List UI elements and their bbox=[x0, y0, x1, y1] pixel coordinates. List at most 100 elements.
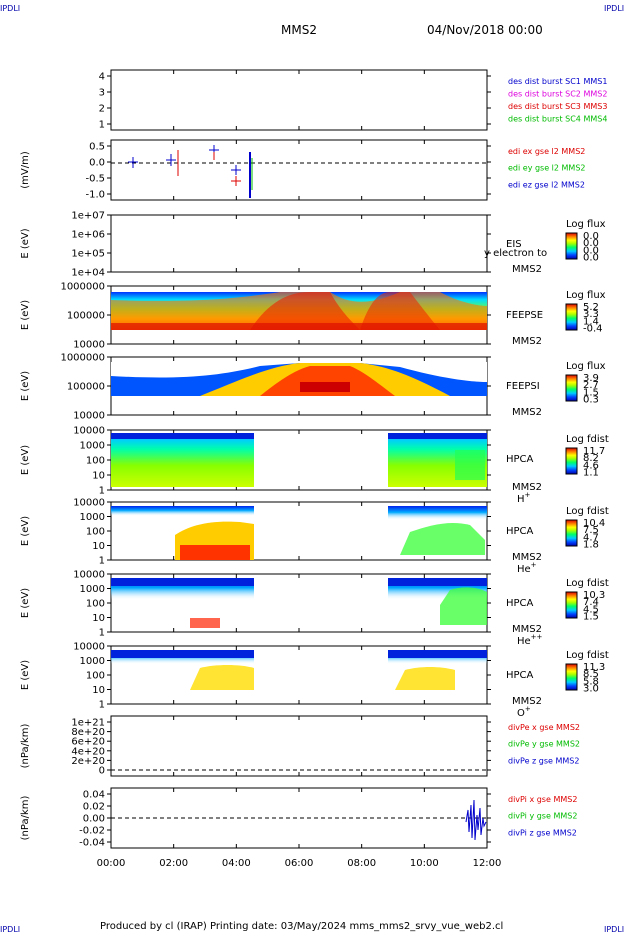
xtick-label: 02:00 bbox=[159, 858, 188, 869]
ytick-label-divpe: 0 bbox=[99, 766, 105, 777]
ytick-label-feepse: 10000 bbox=[73, 340, 105, 351]
colorbar-label-hpca_hepp: 4.5 bbox=[583, 604, 599, 615]
plot-date: 04/Nov/2018 00:00 bbox=[427, 23, 543, 37]
panel-frame-edi bbox=[110, 139, 488, 201]
colorbar-hpca_he bbox=[565, 519, 578, 547]
corner-label-top-left: IPDLI bbox=[0, 4, 20, 13]
colorbar-label-hpca_o: 11.3 bbox=[583, 662, 605, 673]
ytick-label-hpca_o: 100 bbox=[86, 671, 105, 682]
ytick-label-hpca_hepp: 100 bbox=[86, 599, 105, 610]
spacecraft-label-eis: MMS2 bbox=[512, 264, 542, 275]
legend-entry-burst: des dist burst SC1 MMS1 bbox=[508, 77, 607, 86]
divpi-burst bbox=[465, 799, 487, 841]
panel-stack: 4 3 2 1 des dist burst SC1 MMS1 des dist burs… bbox=[20, 69, 609, 869]
ytick-label-burst: 2 bbox=[99, 104, 105, 115]
ytick-label-edi: 0.0 bbox=[89, 158, 105, 169]
ytick-label-feepse: 100000 bbox=[67, 311, 105, 322]
colorbar-label-feepse: 3.3 bbox=[583, 309, 599, 320]
colorbar-label-hpca_h: 1.1 bbox=[583, 468, 599, 479]
colorbar-label-hpca_hepp: 10.3 bbox=[583, 590, 605, 601]
panel-frame-divpe bbox=[110, 715, 488, 777]
colorbar-label-hpca_he: 4.7 bbox=[583, 532, 599, 543]
colorbar-label-feepse: 1.4 bbox=[583, 316, 599, 327]
spacecraft-label-feepse: MMS2 bbox=[512, 336, 542, 347]
ytick-label-edi: -1.0 bbox=[85, 190, 105, 201]
species-label-hpca_h: H+ bbox=[517, 491, 531, 505]
species-label-hpca_hepp: He++ bbox=[517, 633, 543, 647]
colorbar-label-hpca_hepp: 7.4 bbox=[583, 597, 599, 608]
ytick-label-eis: 1e+07 bbox=[71, 211, 105, 222]
colorbar-label-feepse: 5.2 bbox=[583, 302, 599, 313]
hpca-o-spectrogram bbox=[111, 650, 487, 690]
ytick-label-eis: 1e+04 bbox=[71, 268, 105, 279]
ytick-label-edi: -0.5 bbox=[85, 174, 105, 185]
feepsi-spectrogram bbox=[111, 362, 487, 396]
colorbar-label-hpca_h: 4.6 bbox=[583, 460, 599, 471]
colorbar-title-eis: Log flux bbox=[566, 219, 606, 230]
colorbar-label-hpca_o: 8.5 bbox=[583, 669, 599, 680]
ytick-label-hpca_he: 10000 bbox=[73, 498, 105, 509]
ylabel-eis: E (eV) bbox=[20, 228, 31, 258]
ytick-label-hpca_h: 10000 bbox=[73, 426, 105, 437]
spacecraft-label-hpca_o: MMS2 bbox=[512, 696, 542, 707]
ytick-label-divpi: 0.04 bbox=[83, 790, 105, 801]
ytick-label-hpca_he: 100 bbox=[86, 527, 105, 538]
instrument-label-feepsi: FEEPSI bbox=[506, 381, 540, 392]
instrument-label-hpca_hepp: HPCA bbox=[506, 598, 534, 609]
ytick-label-hpca_h: 1 bbox=[99, 486, 105, 497]
xtick-label: 06:00 bbox=[285, 858, 314, 869]
colorbar-label-eis: 0.0 bbox=[583, 238, 599, 249]
hpca-h-spectrogram bbox=[111, 433, 487, 487]
ytick-label-divpi: -0.04 bbox=[79, 838, 105, 849]
ylabel-hpca_o: E (eV) bbox=[20, 660, 31, 690]
panel-frame-burst bbox=[110, 69, 488, 131]
colorbar-label-feepsi: 0.3 bbox=[583, 395, 599, 406]
legend-entry-edi: edi ey gse l2 MMS2 bbox=[508, 164, 586, 173]
colorbar-title-hpca_he: Log fdist bbox=[566, 506, 609, 517]
xtick-label: 00:00 bbox=[97, 858, 126, 869]
legend-entry-divpe: divPe z gse MMS2 bbox=[508, 756, 579, 765]
panel-frame-eis bbox=[110, 214, 488, 273]
colorbar-feepse bbox=[565, 303, 578, 331]
ytick-label-hpca_o: 10 bbox=[92, 685, 105, 696]
ytick-label-feepsi: 10000 bbox=[73, 411, 105, 422]
legend-entry-edi: edi ez gse l2 MMS2 bbox=[508, 180, 585, 189]
spacecraft-label-feepsi: MMS2 bbox=[512, 407, 542, 418]
ytick-label-hpca_he: 1 bbox=[99, 556, 105, 567]
colorbar-title-feepsi: Log flux bbox=[566, 361, 606, 372]
spacecraft-label-hpca_he: MMS2 bbox=[512, 552, 542, 563]
colorbar-label-hpca_h: 8.2 bbox=[583, 453, 599, 464]
legend-entry-edi: edi ex gse l2 MMS2 bbox=[508, 147, 585, 156]
xtick-label: 10:00 bbox=[410, 858, 439, 869]
ytick-label-burst: 3 bbox=[99, 88, 105, 99]
colorbar-label-hpca_o: 5.8 bbox=[583, 676, 599, 687]
ylabel-feepsi: E (eV) bbox=[20, 371, 31, 401]
ytick-label-hpca_hepp: 10 bbox=[92, 613, 105, 624]
ylabel-hpca_h: E (eV) bbox=[20, 445, 31, 475]
colorbar-label-hpca_o: 3.0 bbox=[583, 684, 599, 695]
instrument-label-hpca_h: HPCA bbox=[506, 454, 534, 465]
ytick-label-feepsi: 100000 bbox=[67, 382, 105, 393]
colorbar-label-feepse: -0.4 bbox=[583, 324, 603, 335]
ytick-label-feepsi: 1000000 bbox=[60, 353, 105, 364]
edi-measurements bbox=[128, 145, 253, 198]
legend-entry-divpe: divPe y gse MMS2 bbox=[508, 740, 580, 749]
colorbar-title-feepse: Log flux bbox=[566, 290, 606, 301]
colorbar-eis bbox=[565, 232, 578, 260]
legend-entry-divpi: divPi y gse MMS2 bbox=[508, 812, 577, 821]
instrument-label-hpca_he: HPCA bbox=[506, 526, 534, 537]
colorbar-hpca_o bbox=[565, 663, 578, 691]
colorbar-title-hpca_o: Log fdist bbox=[566, 650, 609, 661]
corner-label-bottom-right: IPDLI bbox=[604, 925, 624, 934]
ytick-label-hpca_he: 10 bbox=[92, 541, 105, 552]
ytick-label-burst: 1 bbox=[99, 120, 105, 131]
ylabel-edi: (mV/m) bbox=[20, 151, 31, 189]
ytick-label-divpe: 1e+21 bbox=[71, 718, 105, 729]
ytick-label-hpca_h: 10 bbox=[92, 471, 105, 482]
overlay-text-eis: y electron to bbox=[484, 248, 547, 259]
ytick-label-hpca_h: 1000 bbox=[80, 441, 105, 452]
legend-entry-divpi: divPi z gse MMS2 bbox=[508, 828, 577, 837]
ylabel-hpca_he: E (eV) bbox=[20, 516, 31, 546]
xtick-label: 08:00 bbox=[347, 858, 376, 869]
